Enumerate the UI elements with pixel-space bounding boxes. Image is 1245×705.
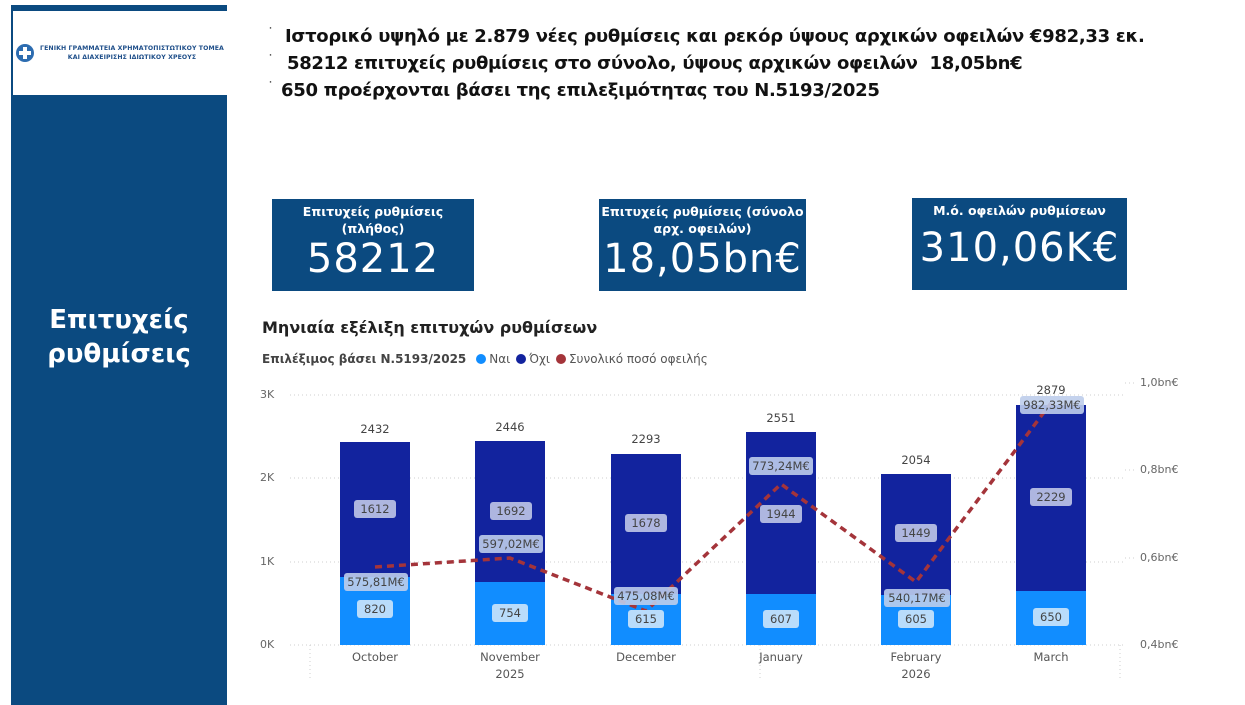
bar-total-label: 2293 — [631, 432, 661, 446]
bar-yes-label: 650 — [1033, 608, 1069, 626]
chart-title: Μηνιαία εξέλιξη επιτυχών ρυθμίσεων — [262, 318, 598, 337]
gridlines — [290, 382, 1135, 680]
highlight-text: 58212 επιτυχείς ρυθμίσεις στο σύνολο, ύψ… — [281, 53, 1023, 74]
amount-label: 575,81M€ — [344, 573, 408, 591]
legend-label: Συνολικό ποσό οφειλής — [568, 352, 708, 366]
legend-dot-icon — [516, 354, 527, 364]
amount-label: 540,17M€ — [884, 589, 950, 607]
kpi-card-count: Επιτυχείς ρυθμίσεις (πλήθος) 58212 — [272, 199, 474, 291]
kpi-label-line-1: Επιτυχείς ρυθμίσεις (σύνολο — [601, 204, 804, 219]
bar-no-label: 1612 — [354, 500, 396, 518]
logo-text: ΓΕΝΙΚΗ ΓΡΑΜΜΑΤΕΙΑ ΧΡΗΜΑΤΟΠΙΣΤΩΤΙΚΟΥ ΤΟΜΕ… — [40, 44, 224, 62]
x-axis-month: October — [351, 650, 399, 664]
y-right-tick: 0,8bn€ — [1140, 463, 1179, 476]
legend-item-total-amount[interactable]: Συνολικό ποσό οφειλής — [555, 352, 708, 366]
x-axis-month: December — [616, 650, 676, 664]
y-right-tick: 0,4bn€ — [1140, 638, 1179, 651]
legend-label: Όχι — [529, 352, 550, 366]
x-axis-year: 2026 — [901, 667, 931, 681]
kpi-label: Επιτυχείς ρυθμίσεις (πλήθος) — [272, 199, 474, 237]
x-axis-month: January — [759, 650, 803, 664]
amount-label: 597,02M€ — [479, 535, 543, 553]
kpi-card-total-debt: Επιτυχείς ρυθμίσεις (σύνολο αρχ. οφειλών… — [599, 199, 806, 291]
total-amount-line — [374, 401, 1053, 614]
amount-label: 773,24M€ — [749, 457, 813, 475]
kpi-card-average-debt: Μ.ό. οφειλών ρυθμίσεων 310,06K€ — [912, 198, 1127, 290]
page-title: Επιτυχείς ρυθμίσεις — [11, 303, 227, 371]
bar-total-label: 2446 — [495, 420, 525, 434]
y-right-tick: 1,0bn€ — [1140, 376, 1179, 389]
highlight-item: ˙ 58212 επιτυχείς ρυθμίσεις στο σύνολο, … — [268, 50, 1145, 77]
y-left-tick: 1K — [260, 555, 275, 568]
legend-item-yes[interactable]: Ναι — [476, 352, 510, 366]
kpi-label-line-2: αρχ. οφειλών) — [653, 221, 752, 236]
y-left-tick: 0K — [260, 638, 275, 651]
bar-yes-label: 615 — [628, 610, 664, 628]
kpi-value: 58212 — [306, 236, 440, 282]
logo-line-1: ΓΕΝΙΚΗ ΓΡΑΜΜΑΤΕΙΑ ΧΡΗΜΑΤΟΠΙΣΤΩΤΙΚΟΥ ΤΟΜΕ… — [40, 45, 224, 52]
x-axis-month: February — [890, 650, 942, 664]
bar-no-label: 1944 — [760, 505, 802, 523]
legend-dot-icon — [555, 354, 566, 364]
legend-item-no[interactable]: Όχι — [516, 352, 550, 366]
greek-emblem-icon — [16, 44, 35, 62]
kpi-label-line-2: (πλήθος) — [341, 221, 405, 236]
bullet-dot-icon: ˙ — [268, 54, 273, 65]
x-axis-month: March — [1033, 650, 1069, 664]
kpi-value: 18,05bn€ — [603, 236, 802, 282]
bar-yes-label: 820 — [357, 600, 393, 618]
kpi-label: Επιτυχείς ρυθμίσεις (σύνολο αρχ. οφειλών… — [599, 199, 806, 237]
ministry-logo: ΓΕΝΙΚΗ ΓΡΑΜΜΑΤΕΙΑ ΧΡΗΜΑΤΟΠΙΣΤΩΤΙΚΟΥ ΤΟΜΕ… — [13, 11, 227, 95]
bars-no — [340, 405, 1086, 595]
x-axis-month: November — [480, 650, 540, 664]
y-left-tick: 2K — [260, 471, 275, 484]
bullet-dot-icon: ˙ — [268, 81, 273, 92]
legend-title: Επιλέξιμος βάσει Ν.5193/2025 — [262, 352, 467, 366]
bar-no-label: 1692 — [490, 502, 532, 520]
highlights-list: ˙ Ιστορικό υψηλό με 2.879 νέες ρυθμίσεις… — [268, 23, 1145, 104]
bar-total-label: 2879 — [1036, 383, 1066, 397]
highlight-text: Ιστορικό υψηλό με 2.879 νέες ρυθμίσεις κ… — [285, 26, 1145, 47]
highlight-item: ˙ Ιστορικό υψηλό με 2.879 νέες ρυθμίσεις… — [268, 23, 1145, 50]
kpi-value: 310,06K€ — [919, 225, 1120, 271]
y-left-tick: 3K — [260, 388, 275, 401]
bar-no-label: 1678 — [625, 514, 667, 532]
bar-yes-label: 607 — [763, 610, 799, 628]
highlight-item: ˙ 650 προέρχονται βάσει της επιλεξιμότητ… — [268, 77, 1145, 104]
legend-dot-icon — [476, 354, 487, 364]
amount-label: 982,33M€ — [1020, 396, 1084, 414]
monthly-settlements-chart: 3K 2K 1K 0K 1,0bn€ 0,8bn€ 0,6bn€ 0,4bn€ … — [250, 370, 1240, 690]
chart-legend: Επιλέξιμος βάσει Ν.5193/2025 Ναι Όχι Συν… — [262, 352, 710, 366]
logo-line-2: ΚΑΙ ΔΙΑΧΕΙΡΙΣΗΣ ΙΔΙΩΤΙΚΟΥ ΧΡΕΟΥΣ — [67, 54, 197, 61]
highlight-text: 650 προέρχονται βάσει της επιλεξιμότητας… — [281, 80, 880, 101]
bar-total-label: 2054 — [901, 453, 931, 467]
kpi-label-line-1: Μ.ό. οφειλών ρυθμίσεων — [933, 203, 1106, 218]
amount-label: 475,08M€ — [614, 587, 678, 605]
bar-total-label: 2432 — [360, 422, 390, 436]
bullet-dot-icon: ˙ — [268, 27, 273, 38]
bar-yes-label: 754 — [492, 604, 528, 622]
legend-label: Ναι — [489, 352, 511, 366]
bar-no-label: 1449 — [895, 524, 937, 542]
page-title-line-2: ρυθμίσεις — [47, 339, 191, 369]
bars-yes — [340, 577, 1086, 645]
bar-no-label: 2229 — [1030, 488, 1072, 506]
x-axis-year: 2025 — [495, 667, 525, 681]
sidebar: ΓΕΝΙΚΗ ΓΡΑΜΜΑΤΕΙΑ ΧΡΗΜΑΤΟΠΙΣΤΩΤΙΚΟΥ ΤΟΜΕ… — [11, 5, 227, 705]
bar-total-label: 2551 — [766, 411, 796, 425]
y-right-tick: 0,6bn€ — [1140, 551, 1179, 564]
kpi-label-line-1: Επιτυχείς ρυθμίσεις — [302, 204, 444, 219]
kpi-label: Μ.ό. οφειλών ρυθμίσεων — [912, 198, 1127, 219]
bar-yes-label: 605 — [898, 610, 934, 628]
page-title-line-1: Επιτυχείς — [49, 305, 189, 335]
